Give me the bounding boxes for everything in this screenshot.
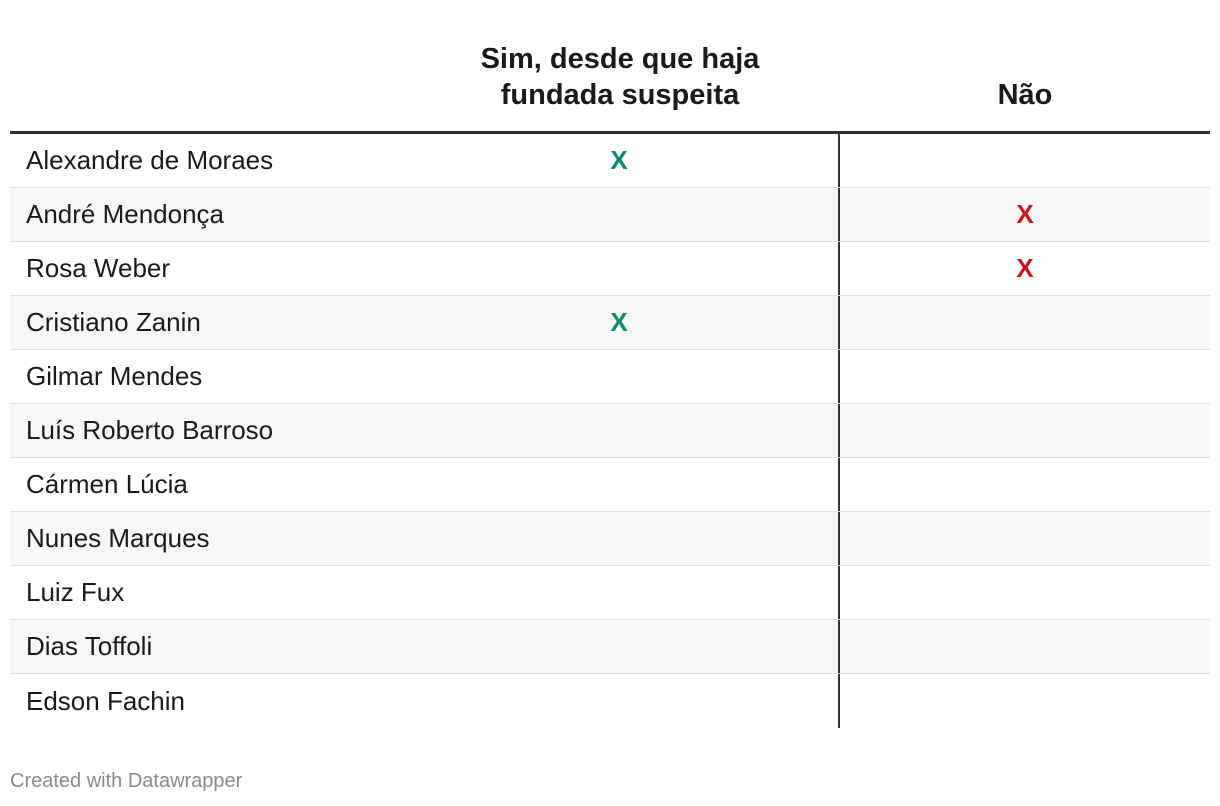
column-divider xyxy=(838,512,840,565)
column-divider xyxy=(838,404,840,457)
table-row: Edson Fachin xyxy=(10,674,1210,728)
table-row: Cristiano Zanin X xyxy=(10,296,1210,350)
cell-nao-mark: X xyxy=(1016,199,1034,229)
cell-minister-name: Cristiano Zanin xyxy=(26,307,201,337)
header-sim-column: Sim, desde que haja fundada suspeita xyxy=(400,43,840,131)
cell-minister-name: Alexandre de Moraes xyxy=(26,145,274,175)
column-divider xyxy=(838,566,840,619)
cell-minister-name: Cármen Lúcia xyxy=(26,469,188,499)
cell-nao-mark: X xyxy=(1016,253,1034,283)
cell-minister-name: Dias Toffoli xyxy=(26,631,153,661)
header-sim-label: Sim, desde que haja fundada suspeita xyxy=(480,43,760,111)
table-row: Dias Toffoli xyxy=(10,620,1210,674)
column-divider xyxy=(838,296,840,349)
table-row: Nunes Marques xyxy=(10,512,1210,566)
table-row: Gilmar Mendes xyxy=(10,350,1210,404)
column-divider xyxy=(838,134,840,187)
cell-minister-name: André Mendonça xyxy=(26,199,225,229)
cell-sim-mark: X xyxy=(610,145,628,175)
column-divider xyxy=(838,350,840,403)
column-divider xyxy=(838,458,840,511)
column-divider xyxy=(838,674,840,728)
vote-table: Sim, desde que haja fundada suspeita Não… xyxy=(10,43,1210,728)
cell-minister-name: Luís Roberto Barroso xyxy=(26,415,274,445)
cell-sim-mark: X xyxy=(610,307,628,337)
table-row: Cármen Lúcia xyxy=(10,458,1210,512)
table-row: Luiz Fux xyxy=(10,566,1210,620)
cell-minister-name: Edson Fachin xyxy=(26,685,185,716)
table-row: André Mendonça X xyxy=(10,188,1210,242)
datawrapper-credit: Created with Datawrapper xyxy=(10,770,243,792)
column-divider xyxy=(838,242,840,295)
header-nao-column: Não xyxy=(997,79,1053,111)
column-divider xyxy=(838,620,840,673)
table-row: Alexandre de Moraes X xyxy=(10,134,1210,188)
header-name-column xyxy=(10,44,400,131)
table-row: Luís Roberto Barroso xyxy=(10,404,1210,458)
cell-minister-name: Rosa Weber xyxy=(26,253,171,283)
table-header: Sim, desde que haja fundada suspeita Não xyxy=(10,43,1210,134)
table-row: Rosa Weber X xyxy=(10,242,1210,296)
column-divider xyxy=(838,188,840,241)
cell-minister-name: Nunes Marques xyxy=(26,523,210,553)
cell-minister-name: Luiz Fux xyxy=(26,577,125,607)
table-body: Alexandre de Moraes X André Mendonça X Rosa … xyxy=(10,134,1210,728)
cell-minister-name: Gilmar Mendes xyxy=(26,361,203,391)
